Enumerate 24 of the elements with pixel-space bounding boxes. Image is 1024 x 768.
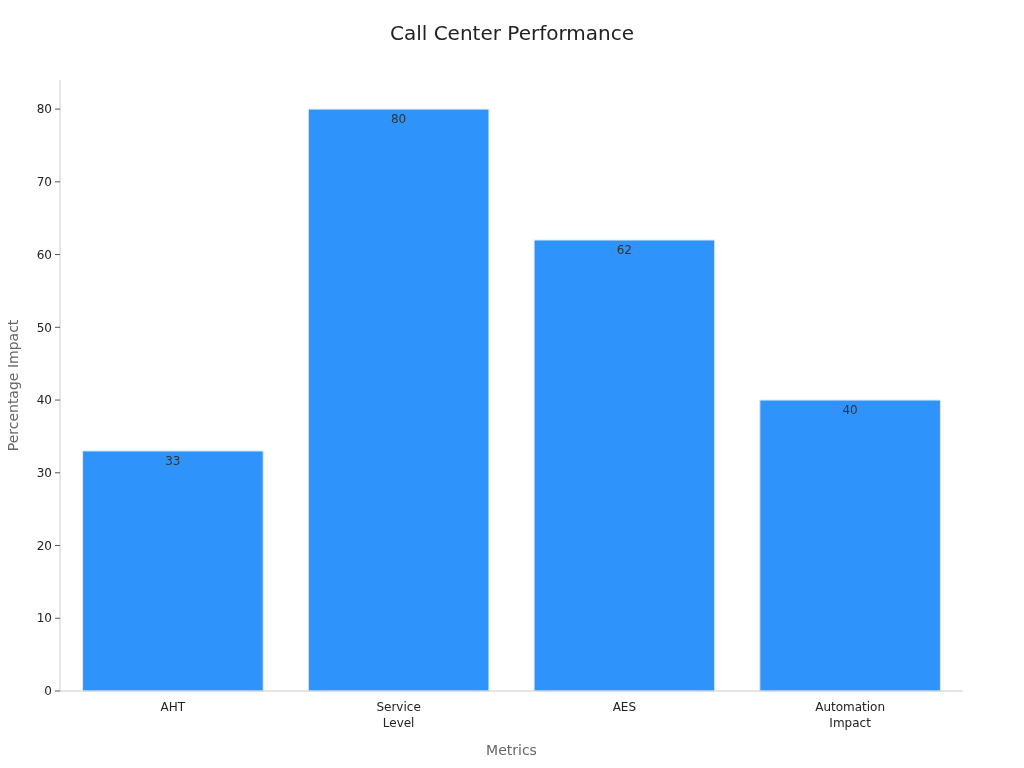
x-tick-label: Service Level xyxy=(376,700,421,730)
x-tick-label: AHT xyxy=(160,700,186,714)
y-tick-label: 10 xyxy=(36,611,52,626)
y-tick-label: 0 xyxy=(44,684,52,699)
y-tick-label: 60 xyxy=(36,247,52,262)
y-tick-label: 40 xyxy=(36,393,52,408)
y-tick-label: 30 xyxy=(36,465,52,480)
bar xyxy=(307,108,490,692)
data-label: 62 xyxy=(616,243,633,258)
data-label: 33 xyxy=(165,453,181,468)
x-axis-title: Metrics xyxy=(486,742,537,758)
y-tick-label: 70 xyxy=(36,175,52,190)
bar xyxy=(759,399,941,692)
data-label: 80 xyxy=(390,112,407,127)
x-tick-label: Automation Impact xyxy=(815,700,886,730)
y-axis-title: Percentage Impact xyxy=(5,319,21,452)
y-tick-label: 50 xyxy=(36,320,52,335)
bar xyxy=(82,450,264,692)
chart-title: Call Center Performance xyxy=(389,21,635,45)
bar xyxy=(533,239,716,692)
y-tick-label: 20 xyxy=(36,538,52,553)
data-label: 40 xyxy=(842,403,858,418)
x-tick-label: AES xyxy=(612,700,637,714)
y-tick-label: 80 xyxy=(36,102,52,117)
